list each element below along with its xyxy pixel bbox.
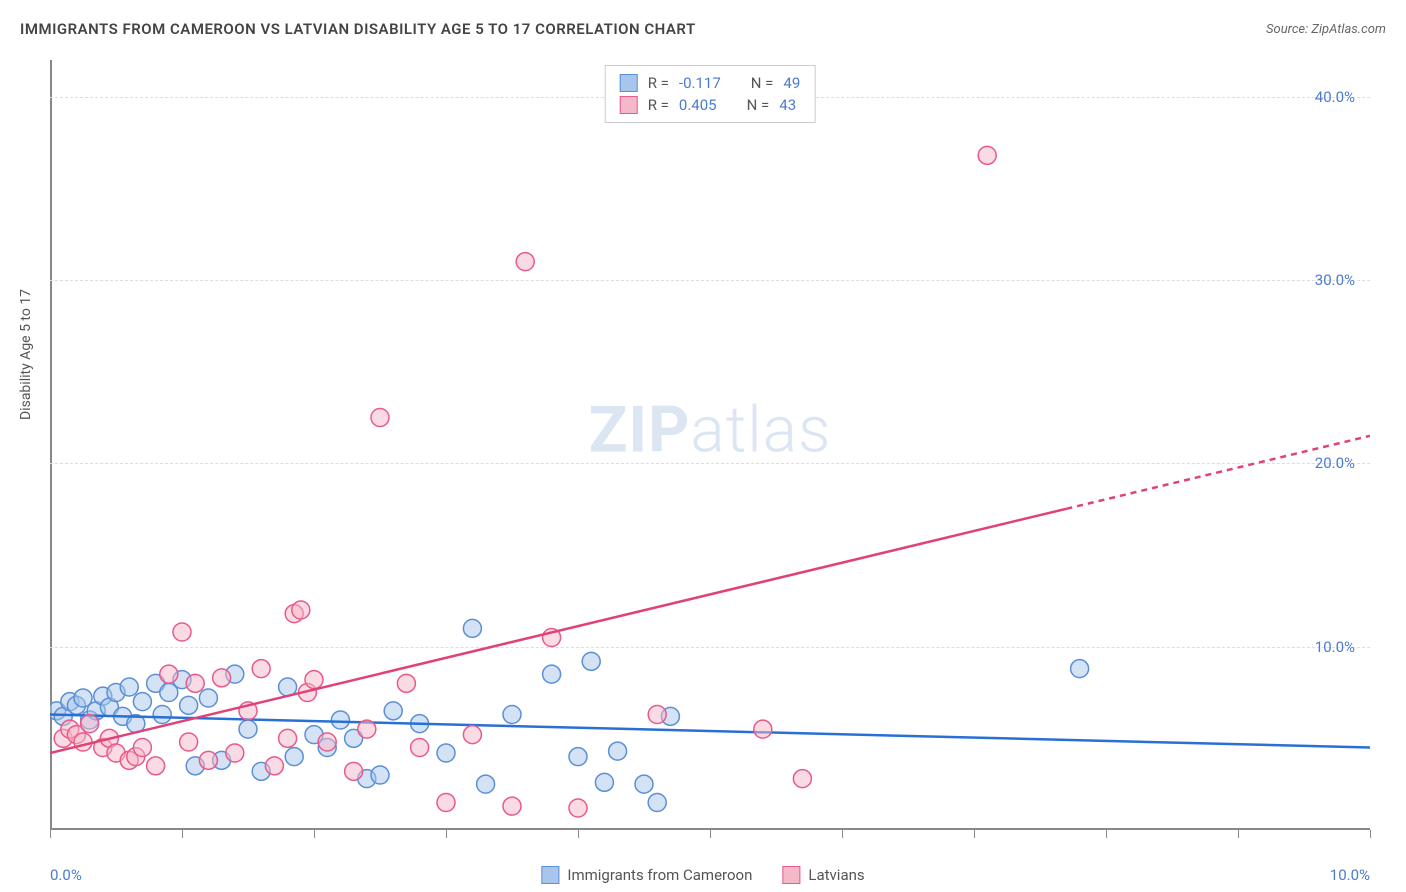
data-point [199,689,217,707]
data-point [648,794,666,812]
data-point [543,665,561,683]
r-value: 0.405 [679,96,717,114]
series-color-box [782,866,800,884]
n-label: N = [747,96,770,114]
data-point [569,748,587,766]
r-label: R = [648,74,669,92]
data-point [582,652,600,670]
x-tick [1106,830,1107,838]
x-tick [50,830,51,838]
trend-line [50,509,1066,753]
data-point [265,757,283,775]
data-point [239,720,257,738]
data-point [252,660,270,678]
x-tick [182,830,183,838]
data-point [199,751,217,769]
x-tick [446,830,447,838]
n-value: 49 [783,74,800,92]
data-point [285,748,303,766]
series-color-box [620,96,638,114]
r-value: -0.117 [679,74,721,92]
scatter-plot [50,60,1370,830]
legend-stats: R = -0.117 N = 49 R = 0.405 N = 43 [605,65,816,123]
data-point [609,742,627,760]
n-label: N = [751,74,774,92]
data-point [516,253,534,271]
x-tick-label: 10.0% [1330,866,1370,884]
data-point [978,146,996,164]
x-tick [1370,830,1371,838]
legend-item: Immigrants from Cameroon [541,866,752,884]
y-axis-label: Disability Age 5 to 17 [18,289,34,420]
data-point [305,671,323,689]
data-point [358,720,376,738]
data-point [793,770,811,788]
data-point [463,619,481,637]
data-point [186,674,204,692]
x-tick [710,830,711,838]
data-point [213,669,231,687]
legend-stats-row: R = 0.405 N = 43 [620,94,801,116]
trend-line-dashed [1066,436,1370,509]
x-tick-label: 0.0% [50,866,82,884]
data-point [437,744,455,762]
data-point [1071,660,1089,678]
x-tick [578,830,579,838]
data-point [477,775,495,793]
series-color-box [620,74,638,92]
data-point [371,409,389,427]
data-point [503,797,521,815]
data-point [74,733,92,751]
data-point [279,729,297,747]
data-point [226,744,244,762]
data-point [147,757,165,775]
legend-item: Latvians [782,866,864,884]
data-point [81,715,99,733]
series-color-box [541,866,559,884]
data-point [153,706,171,724]
r-label: R = [648,96,669,114]
legend-bottom: Immigrants from Cameroon Latvians [541,866,864,884]
x-tick [974,830,975,838]
chart-title: IMMIGRANTS FROM CAMEROON VS LATVIAN DISA… [20,20,696,38]
data-point [180,733,198,751]
data-point [503,706,521,724]
data-point [331,711,349,729]
data-point [173,623,191,641]
data-point [754,720,772,738]
data-point [569,799,587,817]
data-point [463,726,481,744]
data-point [133,739,151,757]
data-point [160,665,178,683]
data-point [292,601,310,619]
legend-stats-row: R = -0.117 N = 49 [620,72,801,94]
series-name: Latvians [808,866,864,884]
data-point [345,762,363,780]
data-point [595,773,613,791]
data-point [648,706,666,724]
chart-area: ZIPatlas R = -0.117 N = 49 R = 0.405 N =… [50,60,1370,830]
n-value: 43 [779,96,796,114]
data-point [180,696,198,714]
x-tick [842,830,843,838]
source-label: Source: ZipAtlas.com [1266,22,1386,37]
series-name: Immigrants from Cameroon [567,866,752,884]
data-point [635,775,653,793]
data-point [318,733,336,751]
x-tick [1238,830,1239,838]
data-point [437,794,455,812]
data-point [371,766,389,784]
data-point [120,678,138,696]
data-point [411,739,429,757]
data-point [397,674,415,692]
data-point [133,693,151,711]
x-tick [314,830,315,838]
data-point [384,702,402,720]
